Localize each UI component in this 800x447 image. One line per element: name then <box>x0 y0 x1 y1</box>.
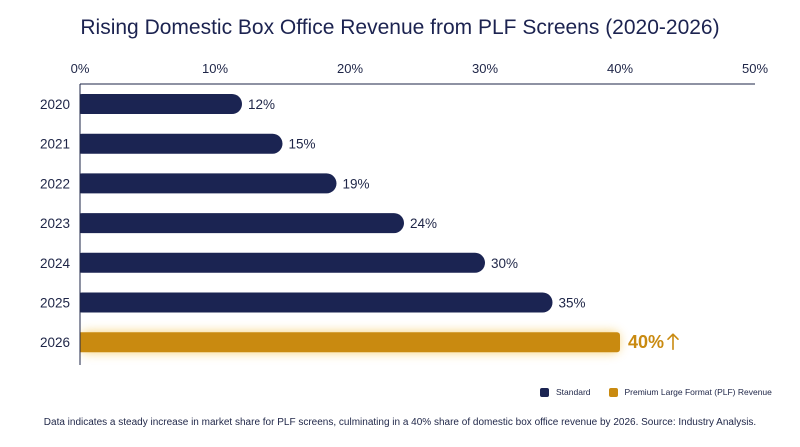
legend-item-standard: Standard <box>540 387 591 397</box>
bar <box>72 252 485 273</box>
y-category-label: 2020 <box>40 97 70 112</box>
bar <box>72 94 242 114</box>
legend-label-plf: Premium Large Format (PLF) Revenue <box>624 387 772 397</box>
arrow-up-icon <box>667 333 679 350</box>
y-category-label: 2021 <box>40 137 70 152</box>
chart-legend: Standard Premium Large Format (PLF) Reve… <box>540 387 790 397</box>
y-category-label: 2024 <box>40 256 71 271</box>
x-tick-label: 10% <box>202 61 228 76</box>
legend-swatch-standard <box>540 387 549 397</box>
y-category-label: 2025 <box>40 296 70 311</box>
data-label: 19% <box>343 176 370 191</box>
x-tick-label: 30% <box>472 61 498 76</box>
y-category-label: 2026 <box>40 335 70 350</box>
y-category-label: 2022 <box>40 176 70 191</box>
x-tick-label: 40% <box>607 61 633 76</box>
data-label: 24% <box>410 216 437 231</box>
bar <box>72 332 620 353</box>
legend-label-standard: Standard <box>556 387 591 397</box>
y-category-label: 2023 <box>40 216 70 231</box>
legend-swatch-plf <box>608 387 618 397</box>
data-label: 40% <box>628 332 664 352</box>
chart-title: Rising Domestic Box Office Revenue from … <box>80 16 720 39</box>
data-label: 35% <box>559 296 586 311</box>
data-label: 15% <box>289 137 316 152</box>
chart-footnote: Data indicates a steady increase in mark… <box>43 417 757 428</box>
x-tick-label: 20% <box>337 61 363 76</box>
data-label: 12% <box>248 97 275 112</box>
bar <box>72 133 283 154</box>
axis-mask <box>0 85 80 366</box>
x-tick-label: 0% <box>71 61 90 76</box>
bar <box>72 173 337 194</box>
x-tick-label: 50% <box>742 61 768 76</box>
bar <box>72 292 553 313</box>
legend-item-plf: Premium Large Format (PLF) Revenue <box>608 387 772 397</box>
data-label: 30% <box>491 256 518 271</box>
bar <box>72 213 404 234</box>
